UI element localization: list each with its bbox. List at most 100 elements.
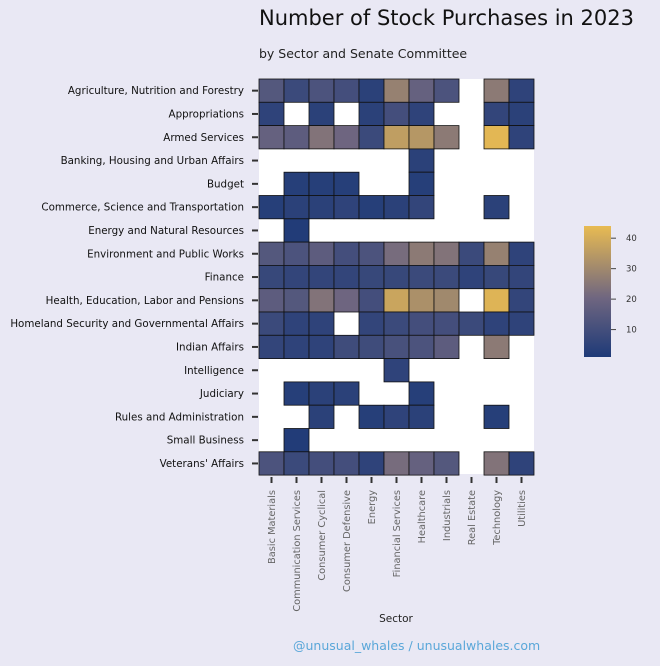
heatmap-cell xyxy=(333,195,360,220)
heatmap-cell xyxy=(433,264,460,290)
heatmap-cell xyxy=(483,195,510,220)
heatmap-cell xyxy=(483,404,510,429)
x-tick-label: Healthcare xyxy=(417,490,428,543)
heatmap-cell xyxy=(483,311,510,336)
heatmap-cell xyxy=(308,334,335,359)
heatmap-cell xyxy=(433,288,460,313)
heatmap-cell xyxy=(383,451,410,476)
heatmap-cell xyxy=(408,241,435,266)
heatmap-cell xyxy=(508,78,535,103)
heatmap-cell xyxy=(258,264,285,290)
x-tick-label: Real Estate xyxy=(467,490,478,545)
x-axis-title: Sector xyxy=(379,613,413,625)
y-tick-label: Budget xyxy=(207,178,244,190)
heatmap-cell xyxy=(308,78,335,103)
y-tick-label: Armed Services xyxy=(163,132,244,144)
heatmap-cell xyxy=(308,288,335,313)
heatmap-cell xyxy=(408,101,435,127)
heatmap-cell xyxy=(408,451,435,476)
heatmap-cell xyxy=(283,334,310,359)
y-tick-label: Environment and Public Works xyxy=(87,248,244,260)
heatmap-cell xyxy=(483,264,510,290)
heatmap-cell xyxy=(383,264,410,290)
heatmap-cell xyxy=(258,125,285,150)
heatmap-cell xyxy=(383,78,410,103)
x-tick-label: Consumer Cyclical xyxy=(317,490,328,581)
heatmap-cell xyxy=(283,218,310,243)
y-tick-label: Commerce, Science and Transportation xyxy=(41,202,244,214)
heatmap-cell xyxy=(508,288,535,313)
heatmap-cell xyxy=(333,125,360,150)
heatmap-cell xyxy=(408,148,435,173)
y-tick-label: Judiciary xyxy=(199,388,244,400)
heatmap-cell xyxy=(308,125,335,150)
x-tick-label: Utilities xyxy=(517,490,528,527)
heatmap-cell xyxy=(483,78,510,103)
heatmap-cell xyxy=(258,311,285,336)
heatmap-cell xyxy=(458,264,485,290)
x-tick-label: Basic Materials xyxy=(267,490,278,564)
heatmap-cell xyxy=(383,288,410,313)
chart-title: Number of Stock Purchases in 2023 xyxy=(259,6,634,30)
heatmap-cell xyxy=(433,241,460,266)
heatmap-cell xyxy=(333,451,360,476)
heatmap-cell xyxy=(408,288,435,313)
x-tick-label: Energy xyxy=(367,490,378,525)
heatmap-cell xyxy=(308,451,335,476)
heatmap-cell xyxy=(408,334,435,359)
heatmap-cell xyxy=(333,241,360,266)
heatmap-cell xyxy=(408,195,435,220)
heatmap-cell xyxy=(508,311,535,336)
heatmap-cell xyxy=(383,101,410,127)
y-tick-label: Agriculture, Nutrition and Forestry xyxy=(68,85,244,97)
heatmap-cell xyxy=(508,125,535,150)
heatmap-cell xyxy=(358,195,385,220)
heatmap-cell xyxy=(458,241,485,266)
y-tick-label: Homeland Security and Governmental Affai… xyxy=(10,318,244,330)
heatmap-cell xyxy=(433,451,460,476)
heatmap-cell xyxy=(283,125,310,150)
heatmap-cell xyxy=(308,101,335,127)
heatmap-cell xyxy=(483,288,510,313)
heatmap-cell xyxy=(258,101,285,127)
heatmap-cell xyxy=(358,125,385,150)
heatmap-cell xyxy=(283,451,310,476)
heatmap-cell xyxy=(383,125,410,150)
heatmap-cell xyxy=(308,264,335,290)
x-tick-label: Communication Services xyxy=(292,490,303,612)
heatmap-cell xyxy=(383,241,410,266)
heatmap-cell xyxy=(358,311,385,336)
heatmap-cell xyxy=(333,288,360,313)
heatmap-cell xyxy=(433,334,460,359)
heatmap-cell xyxy=(408,404,435,429)
y-tick-label: Intelligence xyxy=(184,365,244,377)
heatmap-cell xyxy=(308,311,335,336)
colorbar-tick-label: 10 xyxy=(626,326,637,336)
y-tick-label: Rules and Administration xyxy=(115,411,244,423)
heatmap-cell xyxy=(258,78,285,103)
heatmap-cell xyxy=(333,264,360,290)
colorbar-tick-label: 20 xyxy=(626,295,637,305)
heatmap-cell xyxy=(483,125,510,150)
y-tick-label: Veterans' Affairs xyxy=(160,458,244,470)
heatmap-cell xyxy=(358,334,385,359)
heatmap-cell xyxy=(408,78,435,103)
x-tick-label: Industrials xyxy=(442,490,453,541)
heatmap-cell xyxy=(483,334,510,359)
colorbar xyxy=(584,226,611,357)
heatmap-cell xyxy=(383,404,410,429)
y-tick-label: Indian Affairs xyxy=(176,341,244,353)
colorbar-tick-label: 40 xyxy=(626,234,637,244)
y-tick-label: Finance xyxy=(205,272,244,284)
heatmap-cell xyxy=(283,78,310,103)
heatmap-cell xyxy=(483,101,510,127)
heatmap-cell xyxy=(383,334,410,359)
y-tick-label: Banking, Housing and Urban Affairs xyxy=(61,155,244,167)
heatmap-cell xyxy=(408,264,435,290)
heatmap-cell xyxy=(258,451,285,476)
x-tick-label: Consumer Defensive xyxy=(342,490,353,592)
y-tick-label: Small Business xyxy=(167,435,244,447)
heatmap-cell xyxy=(483,241,510,266)
heatmap-cell xyxy=(383,195,410,220)
